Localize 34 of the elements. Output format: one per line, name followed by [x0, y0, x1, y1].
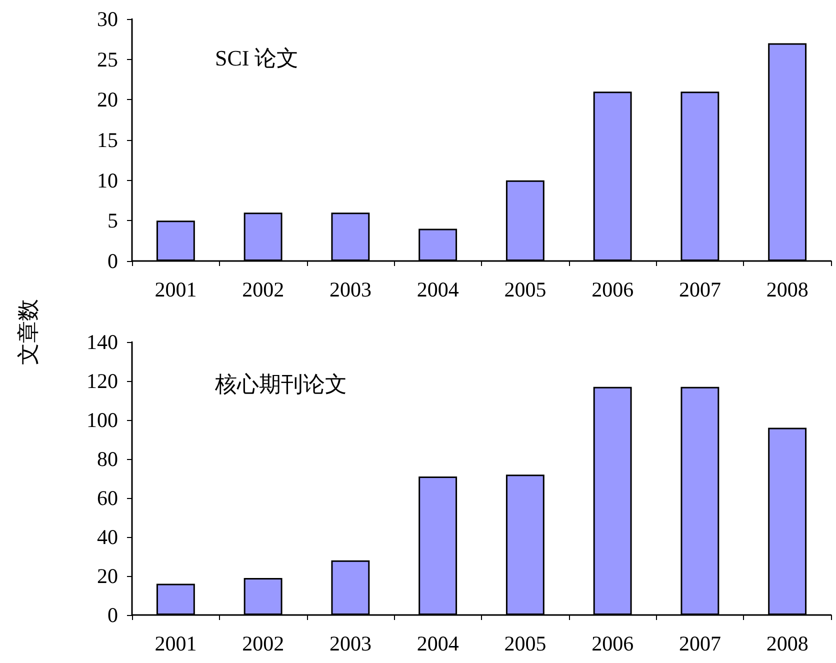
y-tick-label: 30	[97, 7, 118, 31]
x-tick-label: 2008	[766, 632, 808, 656]
y-tick-label: 10	[97, 168, 118, 192]
y-tick-label: 80	[97, 447, 118, 471]
x-tick-label: 2006	[592, 632, 634, 656]
x-tick-label: 2007	[678, 632, 721, 656]
x-tick-label: 2003	[329, 278, 372, 302]
x-tick-label: 2002	[242, 632, 284, 656]
y-axis-title: 文章数	[16, 299, 40, 365]
text: SCI 论文	[215, 46, 299, 70]
x-tick-label: 2005	[504, 632, 546, 656]
x-tick-label: 2001	[154, 278, 197, 302]
y-tick-label: 40	[97, 525, 118, 549]
y-tick-label: 140	[86, 330, 118, 354]
y-tick-label: 20	[97, 88, 118, 112]
x-tick-label: 2001	[154, 632, 197, 656]
y-tick-label: 100	[86, 408, 118, 432]
x-tick-label: 2003	[329, 632, 372, 656]
x-tick-label: 2002	[242, 278, 284, 302]
x-tick-label: 2005	[504, 278, 546, 302]
y-tick-label: 0	[108, 603, 118, 627]
text: 核心期刊论文	[214, 372, 347, 396]
y-tick-label: 25	[97, 47, 118, 72]
y-tick-label: 60	[97, 486, 118, 510]
y-tick-label: 20	[97, 564, 118, 588]
x-tick-label: 2004	[416, 278, 460, 302]
y-tick-label: 0	[108, 249, 118, 273]
y-tick-label: 5	[108, 208, 118, 233]
x-tick-label: 2008	[766, 278, 808, 302]
y-tick-label: 15	[97, 128, 118, 152]
x-tick-label: 2004	[416, 632, 460, 656]
y-tick-label: 120	[86, 369, 118, 393]
x-tick-label: 2006	[592, 278, 634, 302]
x-tick-label: 2007	[678, 278, 721, 302]
